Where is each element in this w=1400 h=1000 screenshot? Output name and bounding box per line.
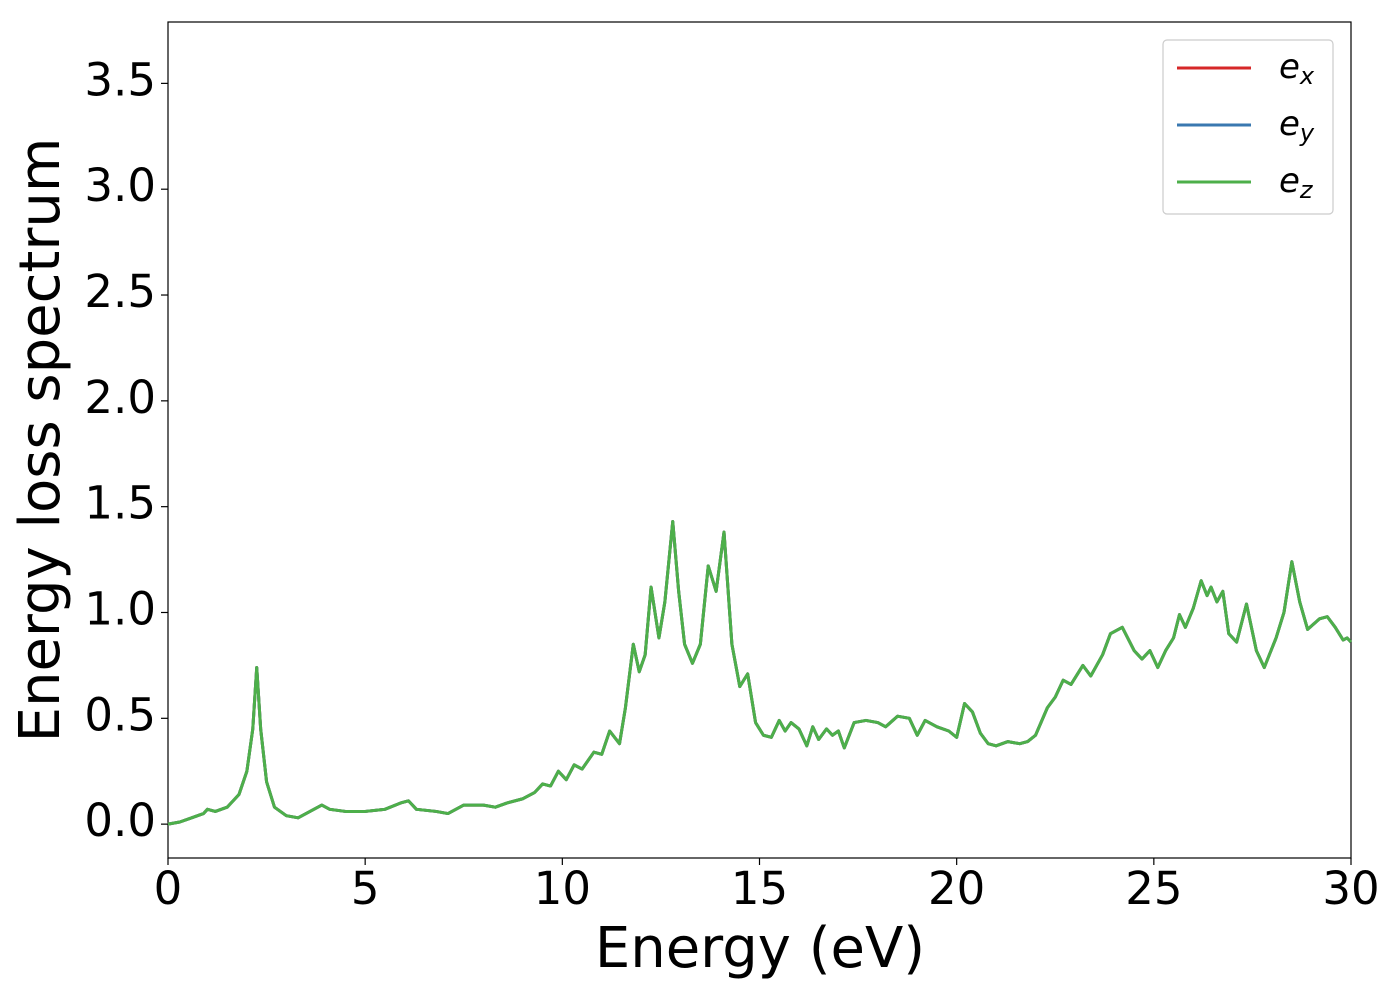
legend-label: ey [1279, 104, 1315, 148]
y-tick-label: 2.0 [84, 371, 156, 424]
y-tick-label: 0.5 [84, 688, 156, 741]
plot-frame [167, 21, 1352, 859]
y-axis-label: Energy loss spectrum [8, 138, 73, 743]
legend: ex ey ez [1162, 39, 1334, 215]
x-tick-label: 0 [154, 862, 183, 915]
x-tick-label: 5 [351, 862, 380, 915]
y-tick-label: 1.0 [84, 582, 156, 635]
legend-box [1162, 39, 1334, 215]
series-line [167, 519, 1353, 826]
x-tick-label: 15 [731, 862, 788, 915]
x-tick-label: 20 [928, 862, 985, 915]
y-tick-label: 3.5 [84, 53, 156, 106]
x-tick-label: 10 [534, 862, 591, 915]
y-tick-label: 1.5 [84, 477, 156, 530]
x-tick-label: 25 [1125, 862, 1182, 915]
legend-label: ez [1279, 161, 1314, 205]
y-tick-label: 3.0 [84, 159, 156, 212]
x-axis-label: Energy (eV) [595, 916, 925, 981]
legend-label: ex [1279, 47, 1315, 91]
y-tick-label: 0.0 [84, 794, 156, 847]
y-tick-label: 2.5 [84, 265, 156, 318]
x-tick-label: 30 [1322, 862, 1379, 915]
